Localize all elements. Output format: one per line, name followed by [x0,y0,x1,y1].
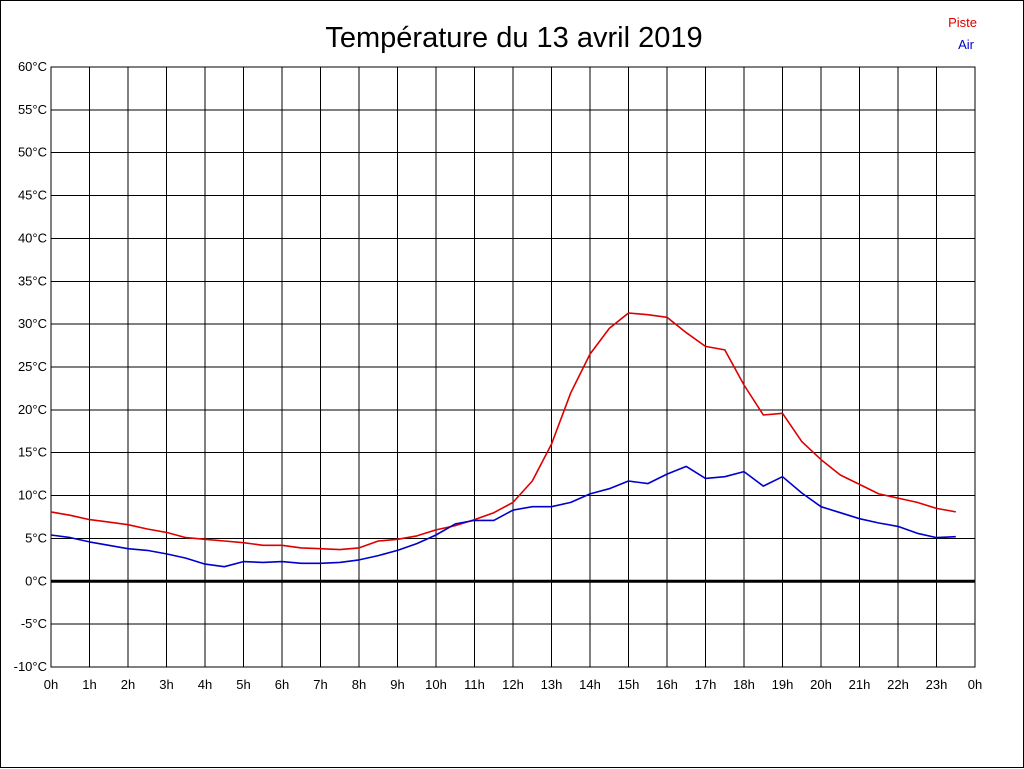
grid [50,66,976,668]
y-tick-label: 60°C [18,59,47,74]
x-tick-label: 15h [618,677,640,692]
y-tick-label: 30°C [18,316,47,331]
series-line-piste [50,312,956,551]
plot-border [50,66,976,668]
y-tick-label: 20°C [18,402,47,417]
legend-air: Air [958,37,975,52]
legend-piste: Piste [948,15,977,30]
x-tick-label: 21h [849,677,871,692]
x-tick-label: 3h [159,677,173,692]
x-tick-label: 0h [44,677,58,692]
x-tick-label: 23h [926,677,948,692]
x-tick-label: 19h [772,677,794,692]
y-tick-label: 25°C [18,359,47,374]
x-tick-label: 16h [656,677,678,692]
x-tick-label: 18h [733,677,755,692]
y-tick-label: 55°C [18,102,47,117]
y-tick-label: -10°C [14,659,47,674]
x-tick-label: 20h [810,677,832,692]
x-tick-label: 2h [121,677,135,692]
x-tick-label: 14h [579,677,601,692]
x-tick-label: 4h [198,677,212,692]
x-tick-label: 10h [425,677,447,692]
x-tick-label: 22h [887,677,909,692]
x-tick-label: 5h [236,677,250,692]
y-tick-label: 45°C [18,188,47,203]
y-tick-label: -5°C [21,616,47,631]
y-tick-label: 0°C [25,573,47,588]
x-tick-label: 12h [502,677,524,692]
y-tick-label: 15°C [18,445,47,460]
y-tick-label: 50°C [18,145,47,160]
x-tick-label: 1h [82,677,96,692]
x-tick-label: 13h [541,677,563,692]
x-tick-label: 6h [275,677,289,692]
y-tick-label: 10°C [18,488,47,503]
x-tick-label: 17h [695,677,717,692]
y-tick-label: 35°C [18,273,47,288]
x-tick-label: 0h [968,677,982,692]
x-tick-label: 8h [352,677,366,692]
y-tick-label: 40°C [18,230,47,245]
x-tick-label: 9h [390,677,404,692]
series-line-air [50,465,956,568]
axes: -10°C -5°C 0°C 5°C 10°C 15°C 20°C 25°C 30°C 35°C 4… [14,59,983,692]
x-tick-label: 11h [464,677,485,692]
series-lines [50,312,956,568]
y-tick-label: 5°C [25,530,47,545]
chart-title: Température du 13 avril 2019 [325,22,702,54]
x-tick-label: 7h [313,677,327,692]
